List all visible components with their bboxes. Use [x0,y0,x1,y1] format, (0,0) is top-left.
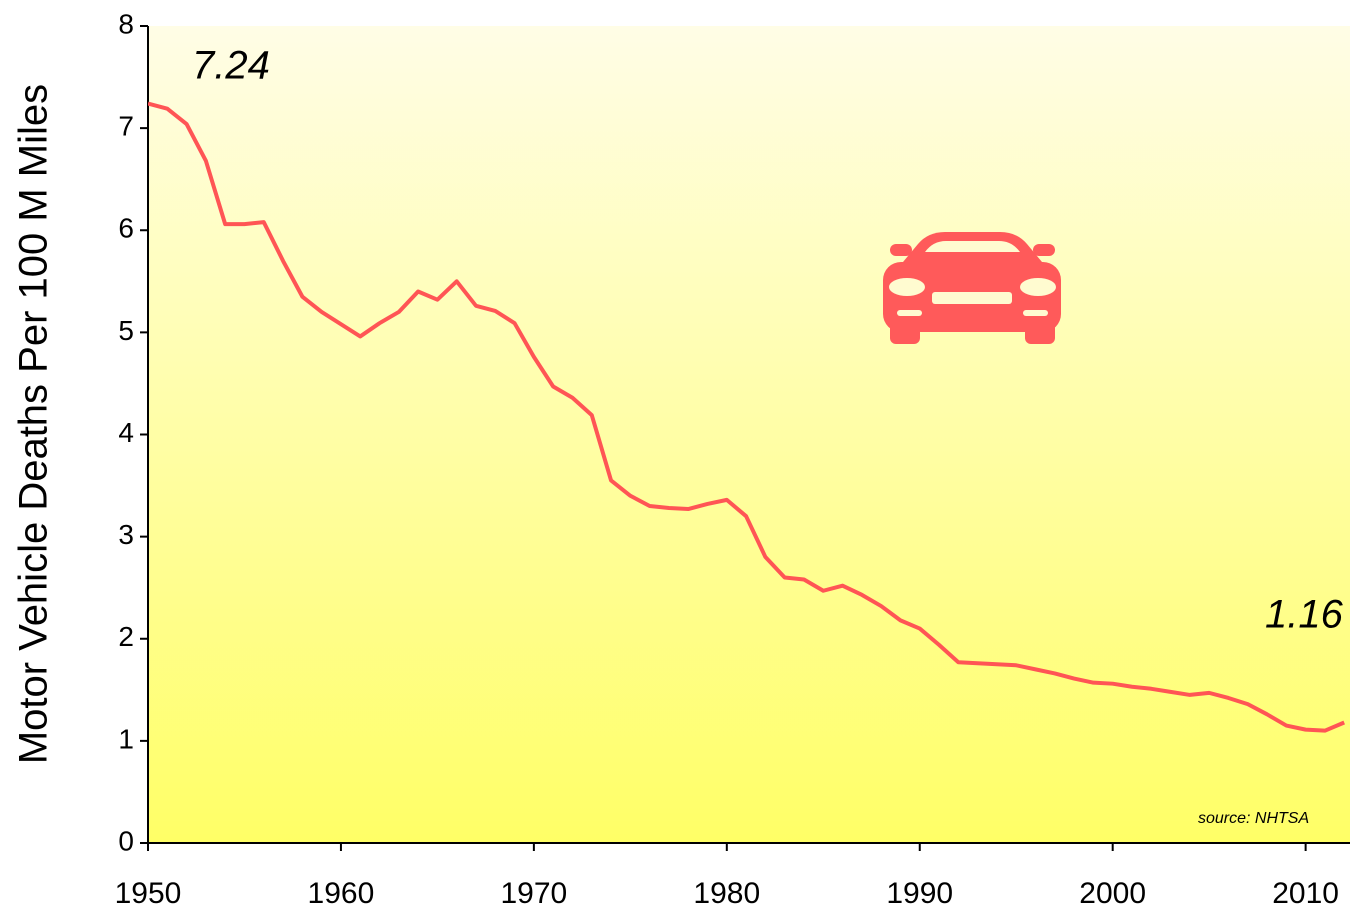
y-tick-label: 6 [118,213,134,244]
y-tick-label: 0 [118,825,134,856]
x-tick-label: 2010 [1272,877,1339,910]
x-tick-label: 2000 [1079,877,1146,910]
y-tick-label: 8 [118,8,134,39]
y-tick-label: 2 [118,621,134,652]
source-note: source: NHTSA [1198,810,1309,827]
y-tick-label: 7 [118,111,134,142]
x-tick-label: 1990 [886,877,953,910]
annotation: 7.24 [192,44,270,88]
car-details [889,241,1056,316]
y-tick-label: 3 [118,519,134,550]
x-tick-label: 1980 [693,877,760,910]
y-tick-label: 1 [118,723,134,754]
annotation: 1.16 [1265,593,1344,637]
plot-area [148,26,1350,843]
line-series [148,101,1345,733]
x-tick-label: 1950 [115,877,182,910]
y-tick-label: 4 [118,417,134,448]
x-tick-label: 1970 [500,877,567,910]
x-tick-label: 1960 [308,877,375,910]
y-tick-label: 5 [118,315,134,346]
y-axis-label: Motor Vehicle Deaths Per 100 M Miles [12,84,56,764]
